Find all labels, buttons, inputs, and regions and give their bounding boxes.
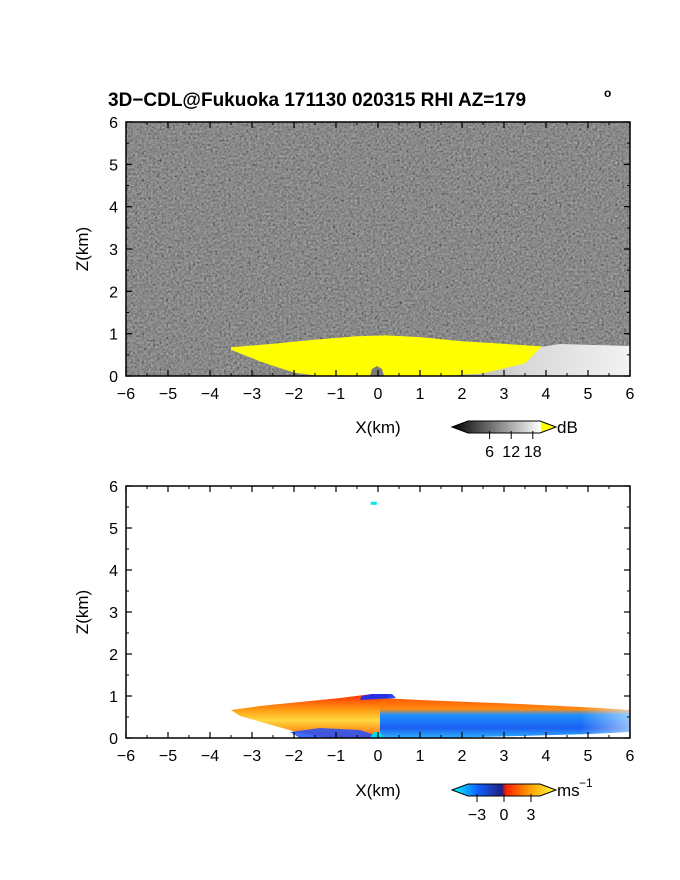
colorbar-tick-label: 6 (485, 444, 494, 461)
y-tick-label: 0 (109, 731, 118, 748)
reflectivity-colorbar-body (450, 420, 558, 434)
x-tick-label: 3 (500, 748, 509, 765)
y-tick-label: 6 (109, 479, 118, 496)
velocity-right-edge-speckle (380, 698, 630, 738)
velocity-ground-echo (370, 732, 384, 738)
x-tick-label: −2 (285, 748, 303, 765)
velocity-axis-ticks: −6 −5 −4 −3 −2 −1 0 1 2 3 4 5 6 0 1 2 3 4 5 6 (109, 479, 634, 765)
x-tick-label: −3 (243, 748, 261, 765)
y-tick-label: 5 (109, 521, 118, 538)
y-tick-label: 4 (109, 200, 118, 217)
reflectivity-y-axis-label: Z(km) (73, 227, 92, 271)
colorbar-tick-label: 12 (502, 444, 520, 461)
x-tick-label: −6 (117, 386, 135, 403)
x-tick-label: 4 (542, 748, 551, 765)
velocity-upper-blue-cap (360, 694, 396, 700)
y-tick-label: 3 (109, 242, 118, 259)
reflectivity-x-axis-label: X(km) (355, 418, 400, 437)
chart-title-degree: o (604, 86, 611, 100)
velocity-colorbar-body (450, 783, 558, 797)
reflectivity-ground-clutter (370, 366, 384, 376)
velocity-colorbar-label-exponent: −1 (579, 776, 593, 790)
velocity-low-level-blue-core (290, 728, 378, 738)
x-tick-label: −4 (201, 386, 219, 403)
y-tick-label: 6 (109, 115, 118, 132)
chart-title: 3D−CDL@Fukuoka 171130 020315 RHI AZ=179 (108, 90, 526, 111)
x-tick-label: 3 (500, 386, 509, 403)
reflectivity-colorbar-label: dB (557, 418, 578, 437)
x-tick-label: 6 (626, 386, 635, 403)
velocity-colorbar: ms −1 −3 0 3 (450, 776, 593, 824)
velocity-y-axis-label: Z(km) (73, 590, 92, 634)
velocity-left-echo-layer (231, 694, 388, 738)
colorbar-tick-label: 3 (527, 807, 536, 824)
x-tick-label: 6 (626, 748, 635, 765)
y-tick-label: 1 (109, 689, 118, 706)
x-tick-label: 1 (416, 386, 425, 403)
x-tick-label: 2 (458, 386, 467, 403)
y-tick-label: 5 (109, 157, 118, 174)
reflectivity-noise-texture (126, 122, 630, 376)
x-tick-label: 5 (584, 386, 593, 403)
x-tick-label: −1 (327, 748, 345, 765)
x-tick-label: −5 (159, 386, 177, 403)
colorbar-tick-label: 0 (500, 807, 509, 824)
x-tick-label: 4 (542, 386, 551, 403)
reflectivity-saturated-region (231, 335, 542, 376)
y-tick-label: 1 (109, 327, 118, 344)
velocity-isolated-echo (370, 501, 377, 505)
reflectivity-axis-ticks: −6 −5 −4 −3 −2 −1 0 1 2 3 4 5 6 0 1 2 3 4 5 6 (109, 115, 634, 403)
velocity-panel: −6 −5 −4 −3 −2 −1 0 1 2 3 4 5 6 0 1 2 3 4 5 6 X(km) Z(km) m… (73, 479, 635, 824)
x-tick-label: −4 (201, 748, 219, 765)
colorbar-tick-label: 18 (524, 444, 542, 461)
x-tick-label: 0 (374, 386, 383, 403)
y-tick-label: 3 (109, 605, 118, 622)
x-tick-label: 1 (416, 748, 425, 765)
x-tick-label: −2 (285, 386, 303, 403)
y-tick-label: 0 (109, 369, 118, 386)
colorbar-tick-label: −3 (468, 807, 486, 824)
y-tick-label: 2 (109, 284, 118, 301)
x-tick-label: −1 (327, 386, 345, 403)
x-tick-label: 5 (584, 748, 593, 765)
x-tick-label: −3 (243, 386, 261, 403)
y-tick-label: 4 (109, 563, 118, 580)
x-tick-label: −6 (117, 748, 135, 765)
x-tick-label: 2 (458, 748, 467, 765)
x-tick-label: 0 (374, 748, 383, 765)
y-tick-label: 2 (109, 647, 118, 664)
x-tick-label: −5 (159, 748, 177, 765)
velocity-colorbar-label: ms (557, 781, 580, 800)
velocity-x-axis-label: X(km) (355, 781, 400, 800)
reflectivity-colorbar: dB 6 12 18 (450, 418, 578, 461)
